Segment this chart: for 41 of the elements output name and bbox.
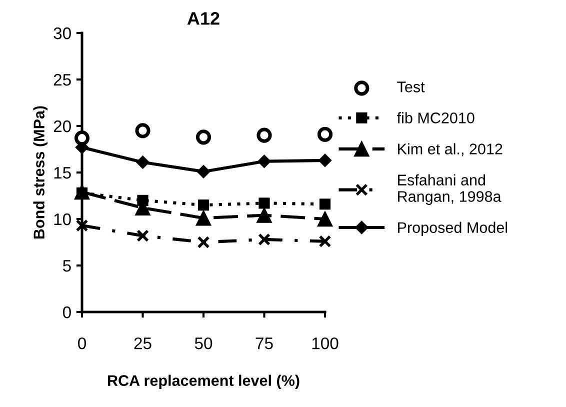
point — [258, 154, 271, 168]
point — [136, 229, 149, 242]
point — [318, 235, 332, 248]
point — [256, 128, 272, 143]
legend-label: Proposed Model — [398, 222, 508, 236]
point — [196, 210, 212, 226]
y-tick-label: 10 — [54, 213, 71, 226]
x-axis-title: RCA replacement level (%) — [108, 374, 300, 389]
point — [258, 233, 270, 246]
point — [136, 156, 150, 169]
point — [76, 219, 88, 232]
point — [256, 208, 272, 223]
y-tick-label: 30 — [54, 27, 71, 40]
legend-label: Test — [397, 82, 425, 92]
point — [137, 194, 148, 206]
x-tick-label: 50 — [194, 337, 212, 350]
legend-label: fib MC2010 — [397, 112, 474, 124]
chart-title: A12 — [187, 12, 220, 25]
point — [318, 154, 332, 167]
y-tick-label: 0 — [62, 306, 71, 318]
y-tick-label: 25 — [54, 74, 71, 86]
y-axis-title: Bond stress (MPa) — [33, 106, 48, 239]
point — [317, 211, 333, 227]
y-tick-label: 15 — [54, 167, 71, 179]
x-tick-label: 75 — [256, 338, 273, 350]
point — [196, 130, 212, 145]
point — [198, 199, 210, 211]
point — [258, 198, 270, 209]
x-tick-label: 25 — [134, 337, 152, 350]
x-tick-label: 100 — [312, 337, 338, 350]
point — [317, 126, 333, 142]
legend-label: Esfahani and Rangan, 1998a — [398, 174, 502, 205]
point — [197, 236, 210, 248]
point — [196, 164, 210, 178]
point — [135, 123, 150, 138]
point — [74, 130, 90, 146]
y-tick-label: 5 — [62, 260, 71, 272]
y-tick-label: 20 — [54, 120, 71, 132]
legend-label: Kim et al., 2012 — [398, 143, 502, 156]
x-tick-label: 0 — [78, 337, 86, 350]
point — [319, 198, 331, 210]
